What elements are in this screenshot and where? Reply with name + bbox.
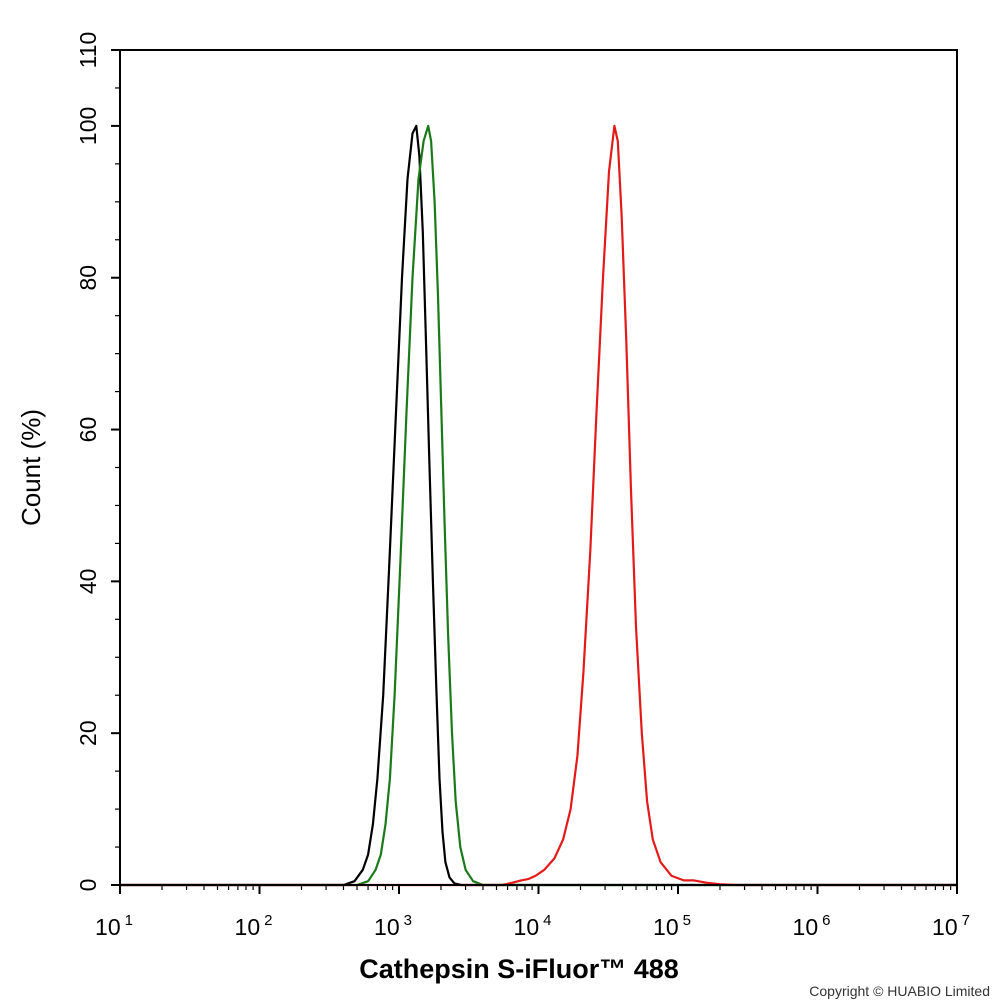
y-tick-label: 80 <box>75 265 101 291</box>
copyright-text: Copyright © HUABIO Limited <box>809 983 990 999</box>
y-tick-label: 60 <box>75 417 101 443</box>
x-tick-label: 10 3 <box>374 912 412 940</box>
y-tick-label: 110 <box>75 32 101 69</box>
minor-ticks <box>115 87 952 890</box>
x-tick-label: 10 2 <box>235 912 273 940</box>
histogram-series <box>120 124 957 887</box>
y-tick-label: 0 <box>75 879 101 892</box>
y-tick-label: 40 <box>75 569 101 595</box>
x-axis: 10 1 10 2 10 3 10 4 10 5 10 6 10 7 <box>95 885 970 940</box>
x-tick-label: 10 6 <box>793 912 831 940</box>
y-tick-label: 100 <box>75 107 101 145</box>
y-tick-label: 20 <box>75 720 101 746</box>
y-axis: 0 20 40 60 80 100 110 <box>75 32 120 892</box>
y-axis-title: Count (%) <box>16 409 46 526</box>
x-axis-title: Cathepsin S-iFluor™ 488 <box>359 954 679 984</box>
plot-frame <box>119 49 958 886</box>
x-tick-label: 10 5 <box>653 912 691 940</box>
histogram-series <box>120 124 957 887</box>
series-layer <box>120 124 957 887</box>
x-tick-label: 10 1 <box>95 912 133 940</box>
histogram-series <box>120 124 957 887</box>
x-tick-label: 10 7 <box>932 912 970 940</box>
x-tick-label: 10 4 <box>514 912 552 940</box>
